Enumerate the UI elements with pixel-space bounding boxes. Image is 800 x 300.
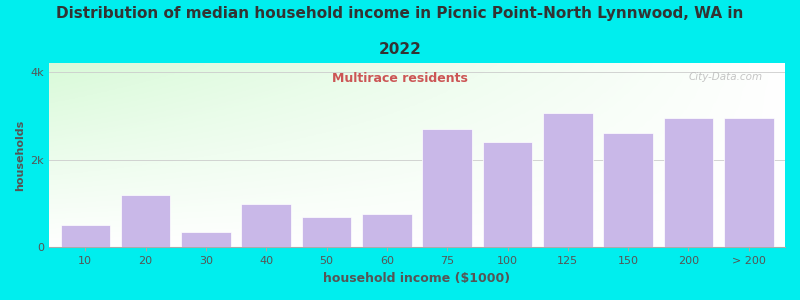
Text: 2022: 2022 xyxy=(378,42,422,57)
Bar xyxy=(603,133,653,247)
Bar xyxy=(543,113,593,248)
Bar xyxy=(362,214,411,248)
Bar xyxy=(482,142,532,248)
Bar xyxy=(724,118,774,248)
Bar xyxy=(422,129,472,248)
Text: Multirace residents: Multirace residents xyxy=(332,72,468,85)
X-axis label: household income ($1000): household income ($1000) xyxy=(323,272,510,285)
Bar xyxy=(664,118,714,248)
Text: City-Data.com: City-Data.com xyxy=(689,72,763,82)
Text: Distribution of median household income in Picnic Point-North Lynnwood, WA in: Distribution of median household income … xyxy=(56,6,744,21)
Bar xyxy=(242,203,291,247)
Bar xyxy=(302,217,351,248)
Y-axis label: households: households xyxy=(15,120,25,191)
Bar xyxy=(121,195,170,248)
Bar xyxy=(181,232,230,248)
Bar xyxy=(61,226,110,247)
